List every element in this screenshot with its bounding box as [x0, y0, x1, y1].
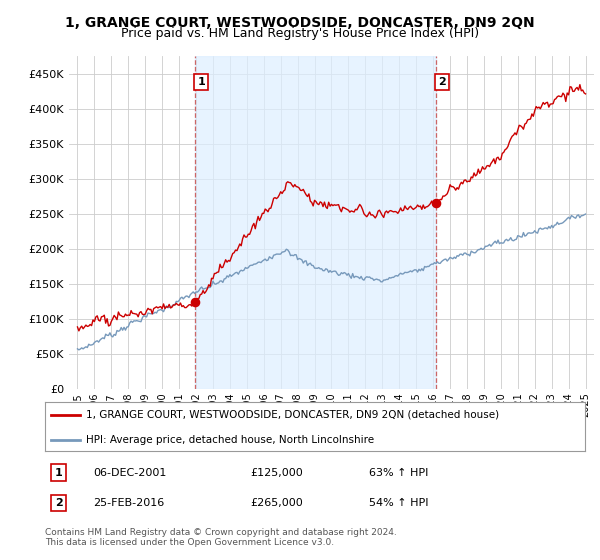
Text: Price paid vs. HM Land Registry's House Price Index (HPI): Price paid vs. HM Land Registry's House … [121, 27, 479, 40]
Text: £265,000: £265,000 [250, 498, 303, 508]
Text: 1: 1 [197, 77, 205, 87]
Point [190, 297, 199, 306]
Text: 2: 2 [438, 77, 446, 87]
Text: 2: 2 [55, 498, 62, 508]
Text: £125,000: £125,000 [250, 468, 303, 478]
Point [431, 199, 440, 208]
Text: 54% ↑ HPI: 54% ↑ HPI [369, 498, 428, 508]
Text: 1, GRANGE COURT, WESTWOODSIDE, DONCASTER, DN9 2QN (detached house): 1, GRANGE COURT, WESTWOODSIDE, DONCASTER… [86, 410, 499, 420]
Text: 1, GRANGE COURT, WESTWOODSIDE, DONCASTER, DN9 2QN: 1, GRANGE COURT, WESTWOODSIDE, DONCASTER… [65, 16, 535, 30]
Text: 1: 1 [55, 468, 62, 478]
Text: Contains HM Land Registry data © Crown copyright and database right 2024.
This d: Contains HM Land Registry data © Crown c… [45, 528, 397, 547]
Text: 25-FEB-2016: 25-FEB-2016 [94, 498, 165, 508]
Text: 63% ↑ HPI: 63% ↑ HPI [369, 468, 428, 478]
Text: 06-DEC-2001: 06-DEC-2001 [94, 468, 167, 478]
Bar [194, 56, 436, 389]
Text: HPI: Average price, detached house, North Lincolnshire: HPI: Average price, detached house, Nort… [86, 435, 374, 445]
